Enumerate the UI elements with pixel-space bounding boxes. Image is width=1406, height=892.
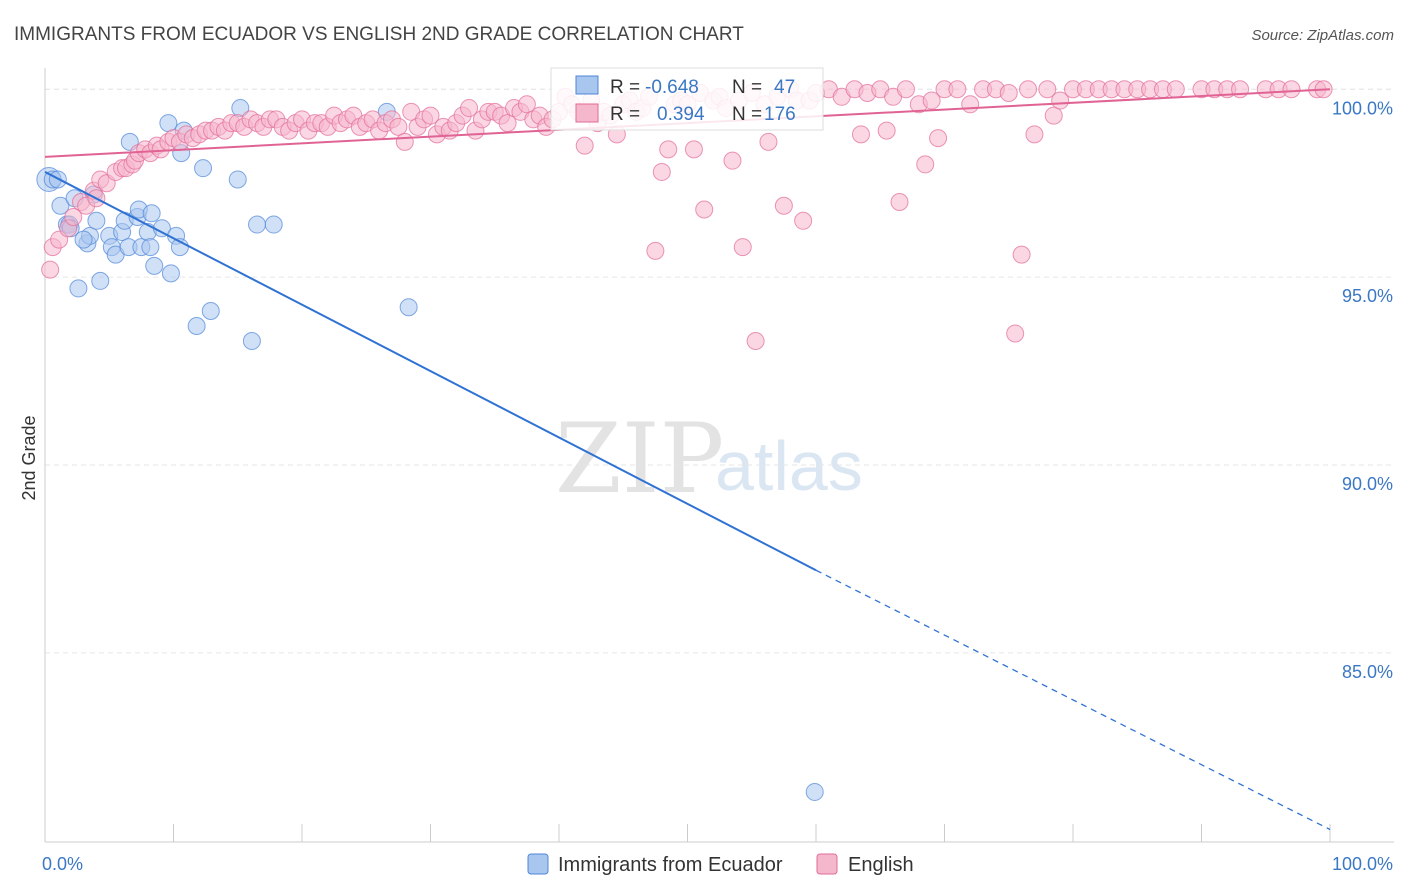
ecuador-point [201, 301, 220, 320]
trend-line-ecuador [44, 171, 817, 572]
axes [44, 68, 1394, 843]
english-point [646, 241, 665, 260]
english-point [1044, 106, 1063, 125]
x-tick-label-max: 100.0% [1332, 854, 1393, 874]
english-point [652, 162, 671, 181]
english-point [890, 193, 909, 211]
english-point [1019, 80, 1038, 99]
english-point [759, 132, 778, 151]
ecuador-point [145, 256, 164, 275]
english-point [64, 208, 83, 227]
english-point [733, 238, 752, 257]
bottom-legend: Immigrants from Ecuador English [527, 853, 914, 876]
chart-title: IMMIGRANTS FROM ECUADOR VS ENGLISH 2ND G… [14, 24, 744, 45]
stats-legend: R = -0.648 N = 47 R = 0.394 N = 176 [550, 67, 824, 131]
ecuador-point [142, 204, 161, 223]
watermark-atlas: atlas [715, 427, 863, 505]
english-point [774, 196, 793, 215]
watermark-zip: ZIP [555, 403, 724, 515]
english-point [999, 84, 1018, 103]
ecuador-point [242, 332, 261, 351]
legend-swatch-ecuador[interactable] [527, 853, 549, 875]
ecuador-point [87, 211, 106, 230]
english-point [684, 140, 703, 159]
stats-r-label-ecuador: R = [610, 77, 640, 98]
stats-r-value-ecuador: -0.648 [645, 77, 699, 98]
stats-r-label-english: R = [610, 104, 640, 125]
english-point [851, 125, 870, 144]
english-point [1006, 324, 1025, 343]
english-point [723, 151, 742, 170]
ecuador-point [161, 264, 180, 283]
stats-n-label-english: N = [732, 104, 762, 125]
stats-swatch-english [575, 103, 599, 123]
ecuador-point [141, 238, 160, 257]
ecuador-point [248, 215, 267, 234]
ecuador-point [69, 279, 88, 298]
english-point [1051, 91, 1070, 110]
ecuador-point [74, 230, 93, 249]
ecuador-point [228, 170, 247, 189]
english-point [460, 99, 479, 118]
english-point [929, 129, 948, 148]
legend-swatch-english[interactable] [816, 853, 838, 875]
english-point [877, 121, 896, 140]
legend-label-ecuador[interactable]: Immigrants from Ecuador [558, 854, 783, 876]
grid-lines [45, 88, 1394, 654]
ecuador-point [159, 114, 178, 133]
english-point [1038, 80, 1057, 99]
english-point [421, 106, 440, 125]
english-point [746, 332, 765, 351]
ecuador-point [264, 215, 283, 234]
english-point [1282, 80, 1301, 99]
english-point [961, 95, 980, 114]
x-tick-labels: 0.0% 100.0% [42, 854, 1393, 874]
y-axis-label: 2nd Grade [19, 415, 39, 500]
ecuador-point [91, 271, 110, 290]
x-tick-label-min: 0.0% [42, 854, 83, 874]
english-point [948, 80, 967, 99]
english-point [395, 132, 414, 151]
english-point [1166, 80, 1185, 99]
y-tick-label: 95.0% [1342, 286, 1393, 306]
y-tick-label: 100.0% [1332, 98, 1393, 118]
english-point [389, 117, 408, 136]
english-point [1012, 245, 1031, 264]
english-point [575, 136, 594, 155]
y-tick-label: 90.0% [1342, 474, 1393, 494]
english-point [517, 95, 536, 114]
stats-n-value-english: 176 [764, 104, 796, 125]
watermark: ZIP atlas [555, 403, 863, 515]
ecuador-point [805, 782, 824, 801]
english-point [41, 260, 60, 279]
legend-label-english[interactable]: English [848, 854, 914, 876]
english-point [922, 91, 941, 110]
ecuador-point [399, 298, 418, 317]
stats-n-label-ecuador: N = [732, 77, 762, 98]
ecuador-point [51, 196, 70, 215]
english-point [1025, 125, 1044, 144]
chart-source: Source: ZipAtlas.com [1251, 27, 1394, 44]
english-point [695, 200, 714, 219]
y-tick-labels: 85.0% 90.0% 95.0% 100.0% [1332, 98, 1393, 682]
stats-r-value-english: 0.394 [657, 104, 705, 125]
english-point [659, 140, 678, 159]
y-tick-label: 85.0% [1342, 662, 1393, 682]
stats-swatch-ecuador [575, 75, 599, 95]
english-point [896, 80, 915, 99]
stats-n-value-ecuador: 47 [774, 77, 795, 98]
english-point [794, 211, 813, 230]
ecuador-point [187, 317, 206, 335]
trend-line-ecuador-extension [815, 569, 1331, 831]
english-point [916, 155, 935, 174]
ecuador-point [194, 159, 213, 178]
